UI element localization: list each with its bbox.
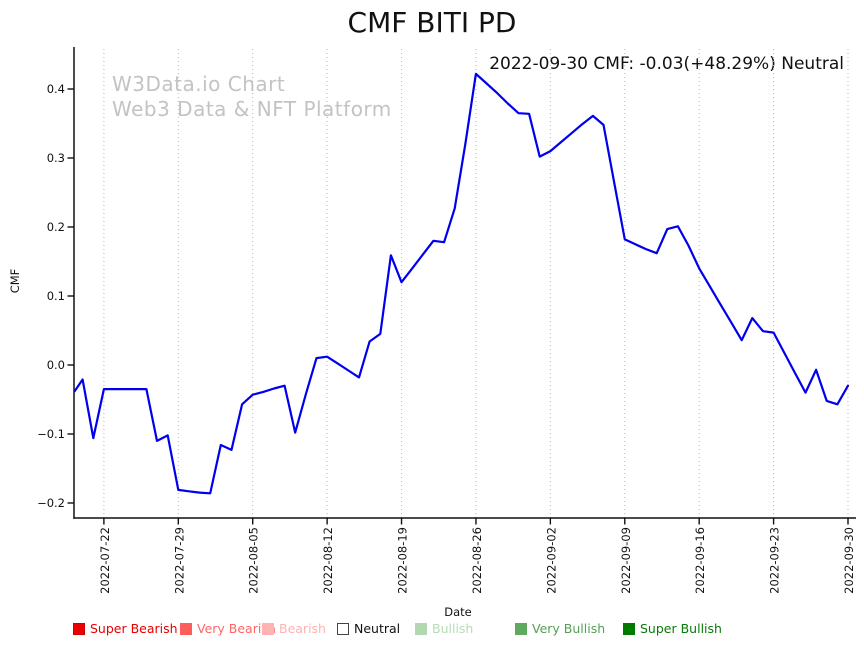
y-tick-label: 0.0 — [47, 358, 65, 372]
x-tick-label: 2022-07-29 — [172, 527, 186, 594]
x-tick-label: 2022-09-09 — [619, 527, 633, 594]
x-tick-label: 2022-08-26 — [470, 527, 484, 594]
watermark: W3Data.io Chart Web3 Data & NFT Platform — [112, 72, 392, 122]
x-axis-label: Date — [444, 605, 472, 619]
y-tick-label: 0.3 — [47, 151, 65, 165]
y-tick-label: 0.4 — [47, 82, 65, 96]
cmf-line — [73, 72, 850, 495]
x-tick-label: 2022-09-02 — [544, 527, 558, 594]
x-tick-label: 2022-08-19 — [396, 527, 410, 594]
x-tick-label: 2022-09-16 — [693, 527, 707, 594]
watermark-line1: W3Data.io Chart — [112, 72, 286, 96]
watermark-line2: Web3 Data & NFT Platform — [112, 97, 392, 121]
x-tick-label: 2022-08-05 — [247, 527, 261, 594]
current-value-annotation: 2022-09-30 CMF: -0.03(+48.29%) Neutral — [489, 54, 844, 74]
x-tick-label: 2022-07-22 — [98, 527, 112, 594]
y-tick-label: −0.2 — [37, 496, 65, 510]
y-tick-label: 0.2 — [47, 220, 65, 234]
x-tick-label: 2022-09-30 — [842, 527, 856, 594]
x-tick-label: 2022-08-12 — [321, 527, 335, 594]
y-tick-label: 0.1 — [47, 289, 65, 303]
y-tick-label: −0.1 — [37, 427, 65, 441]
x-tick-label: 2022-09-23 — [768, 527, 782, 594]
chart-title: CMF BITI PD — [347, 6, 517, 39]
